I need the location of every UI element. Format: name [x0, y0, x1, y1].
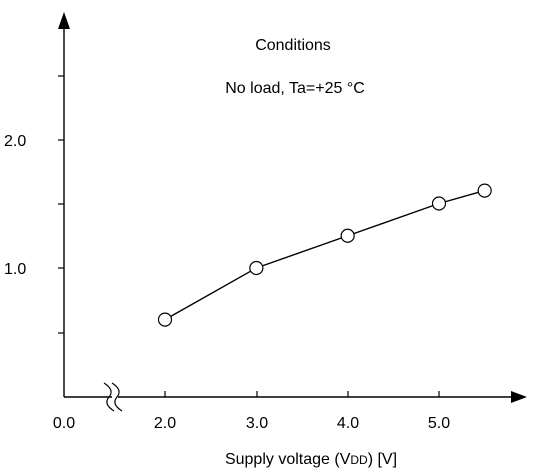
x-tick-label-2: 3.0 [246, 415, 268, 432]
y-tick-label-2: 2.0 [4, 133, 26, 150]
y-tick-label-1: 1.0 [4, 261, 26, 278]
y-axis-arrow [58, 12, 70, 29]
data-point-1-5 [477, 183, 492, 198]
x-axis-arrow [511, 391, 527, 403]
axis-break-mark-2 [111, 382, 123, 412]
x-tick-label-3: 4.0 [337, 415, 359, 432]
x-tick-label-4: 5.0 [428, 415, 450, 432]
x-tick-label-1: 2.0 [154, 415, 176, 432]
axis-break-mark-1 [103, 382, 115, 412]
data-point-1-2 [249, 260, 264, 276]
data-point-1-4 [431, 196, 447, 211]
annotation-no-load: No load, Ta=+25 °C [225, 80, 365, 97]
x-axis-label: Supply voltage (VDD) [V] [225, 451, 397, 468]
annotation-conditions: Conditions [255, 37, 331, 54]
data-point-1-3 [340, 228, 355, 243]
series-layer [157, 183, 492, 327]
x-tick-label-0: 0.0 [53, 415, 75, 432]
data-point-1-1 [157, 312, 173, 327]
